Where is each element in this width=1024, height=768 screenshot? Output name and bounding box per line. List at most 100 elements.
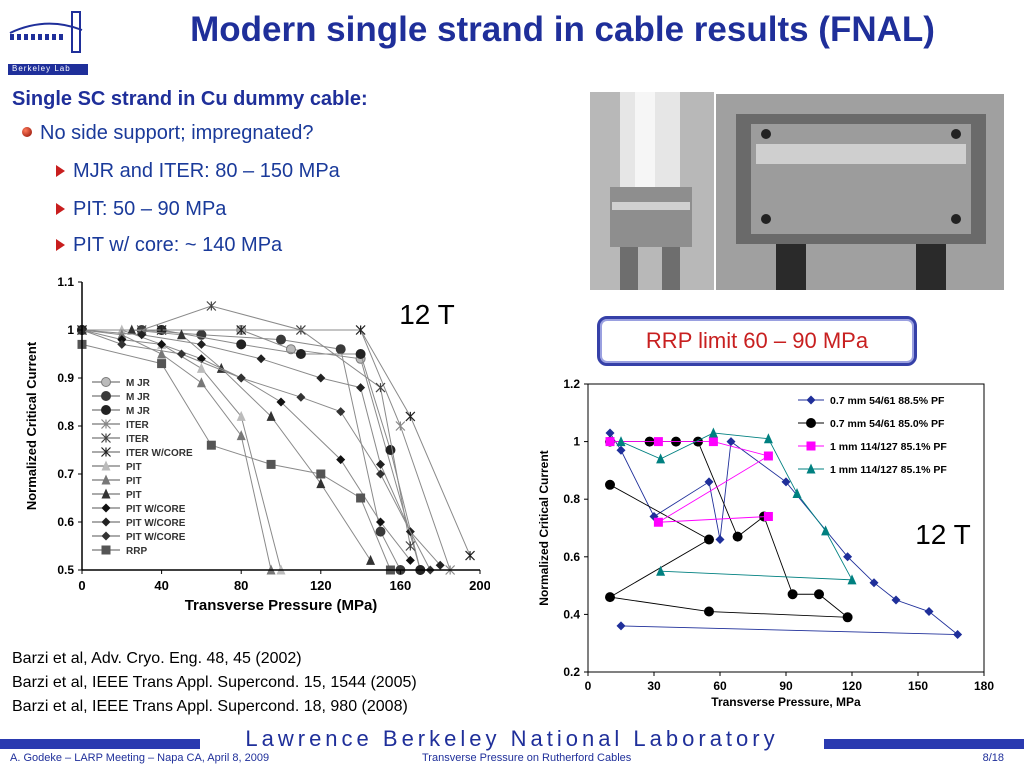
legend-marker bbox=[806, 418, 816, 428]
data-point bbox=[891, 595, 901, 605]
data-point bbox=[336, 455, 346, 465]
legend-label: M JR bbox=[126, 378, 151, 389]
field-annotation: 12 T bbox=[399, 299, 455, 330]
data-point bbox=[236, 430, 246, 441]
legend-marker bbox=[101, 488, 111, 499]
data-point bbox=[295, 349, 306, 359]
data-point bbox=[157, 359, 167, 369]
data-point bbox=[196, 362, 206, 373]
legend-label: ITER bbox=[126, 420, 150, 431]
legend-label: ITER W/CORE bbox=[126, 448, 193, 459]
reference-3: Barzi et al, IEEE Trans Appl. Supercond.… bbox=[12, 698, 408, 715]
bullet-level1: No side support; impregnated? bbox=[22, 122, 314, 145]
series-line bbox=[620, 432, 853, 581]
legend-label: PIT W/CORE bbox=[126, 504, 186, 515]
legend-label: 0.7 mm 54/61 85.0% PF bbox=[830, 418, 945, 430]
x-tick-label: 0 bbox=[78, 578, 85, 593]
data-point bbox=[157, 339, 167, 349]
reference-1: Barzi et al, Adv. Cryo. Eng. 48, 45 (200… bbox=[12, 650, 302, 667]
footer-left: A. Godeke – LARP Meeting – Napa CA, Apri… bbox=[10, 752, 270, 764]
series bbox=[616, 427, 857, 585]
data-point bbox=[653, 437, 663, 447]
legend-marker bbox=[101, 433, 111, 443]
series-line bbox=[81, 329, 272, 571]
data-point bbox=[285, 344, 296, 355]
x-tick-label: 160 bbox=[390, 578, 412, 593]
data-point bbox=[656, 453, 666, 464]
data-point bbox=[605, 428, 615, 438]
legend-label: PIT bbox=[126, 476, 142, 487]
y-tick-label: 1 bbox=[573, 435, 580, 449]
legend-marker bbox=[101, 517, 111, 527]
y-tick-label: 0.7 bbox=[57, 467, 74, 481]
data-point bbox=[704, 477, 714, 487]
bullet-text: No side support; impregnated? bbox=[40, 122, 314, 144]
data-point bbox=[787, 589, 798, 600]
data-point bbox=[236, 410, 246, 421]
data-point bbox=[732, 531, 743, 542]
y-tick-label: 0.5 bbox=[57, 563, 74, 577]
banner-text: Lawrence Berkeley National Laboratory bbox=[200, 726, 824, 752]
legend-label: PIT bbox=[126, 490, 142, 501]
bullet-level2: MJR and ITER: 80 – 150 MPa bbox=[56, 160, 340, 183]
legend-marker bbox=[101, 531, 111, 541]
data-point bbox=[656, 565, 666, 576]
bullet-level2: PIT: 50 – 90 MPa bbox=[56, 198, 226, 221]
data-point bbox=[465, 550, 475, 561]
y-tick-label: 1.1 bbox=[57, 275, 74, 289]
legend-label: RRP bbox=[126, 546, 147, 557]
data-point bbox=[708, 437, 718, 447]
data-point bbox=[704, 534, 714, 545]
x-tick-label: 90 bbox=[779, 679, 793, 693]
legend-marker bbox=[101, 447, 111, 457]
x-axis-label: Transverse Pressure (MPa) bbox=[185, 597, 378, 614]
bullet-arrow-icon bbox=[56, 165, 65, 177]
footer: A. Godeke – LARP Meeting – Napa CA, Apri… bbox=[0, 750, 1024, 768]
page-title: Modern single strand in cable results (F… bbox=[190, 10, 935, 49]
series bbox=[605, 437, 773, 527]
x-tick-label: 150 bbox=[908, 679, 928, 693]
bullet-text: PIT: 50 – 90 MPa bbox=[73, 198, 227, 220]
data-point bbox=[375, 526, 386, 537]
data-point bbox=[704, 606, 714, 617]
x-tick-label: 180 bbox=[974, 679, 994, 693]
data-point bbox=[336, 407, 346, 417]
legend-marker bbox=[806, 463, 816, 474]
data-point bbox=[375, 382, 386, 393]
y-tick-label: 0.4 bbox=[563, 607, 580, 621]
data-point bbox=[157, 348, 167, 359]
cable-sample-photo bbox=[716, 94, 1004, 290]
data-point bbox=[924, 607, 934, 617]
y-axis-label: Normalized Critical Current bbox=[24, 341, 39, 510]
y-tick-label: 0.8 bbox=[57, 419, 74, 433]
series-line bbox=[610, 441, 770, 523]
data-point bbox=[435, 560, 445, 570]
bullet-level2: PIT w/ core: ~ 140 MPa bbox=[56, 234, 282, 257]
chart-left: 0.5 0.6 0.7 0.8 0.9 1 1.1 0 40 80 120 160 200 Transve… bbox=[24, 275, 490, 614]
data-point bbox=[405, 411, 416, 422]
series-line bbox=[82, 329, 471, 556]
y-tick-label: 0.6 bbox=[57, 515, 74, 529]
y-tick-label: 1 bbox=[67, 323, 74, 337]
y-tick-label: 0.6 bbox=[563, 550, 580, 564]
data-point bbox=[355, 325, 366, 335]
legend-marker bbox=[806, 395, 816, 405]
y-tick-label: 0.9 bbox=[57, 371, 74, 385]
data-point bbox=[953, 630, 963, 640]
data-point bbox=[395, 421, 406, 431]
data-point bbox=[821, 525, 831, 536]
bullet-dot-icon bbox=[22, 127, 32, 137]
bullet-arrow-icon bbox=[56, 203, 65, 215]
legend-marker bbox=[101, 377, 111, 387]
data-point bbox=[196, 339, 206, 349]
data-point bbox=[316, 469, 326, 479]
data-point bbox=[236, 373, 246, 383]
data-point bbox=[117, 339, 127, 349]
data-point bbox=[726, 437, 736, 447]
data-point bbox=[266, 459, 276, 469]
data-point bbox=[206, 301, 217, 311]
data-point bbox=[236, 339, 247, 350]
berkeley-lab-logo: Berkeley Lab bbox=[6, 4, 90, 76]
legend-label: PIT bbox=[126, 462, 142, 473]
data-point bbox=[763, 511, 773, 521]
